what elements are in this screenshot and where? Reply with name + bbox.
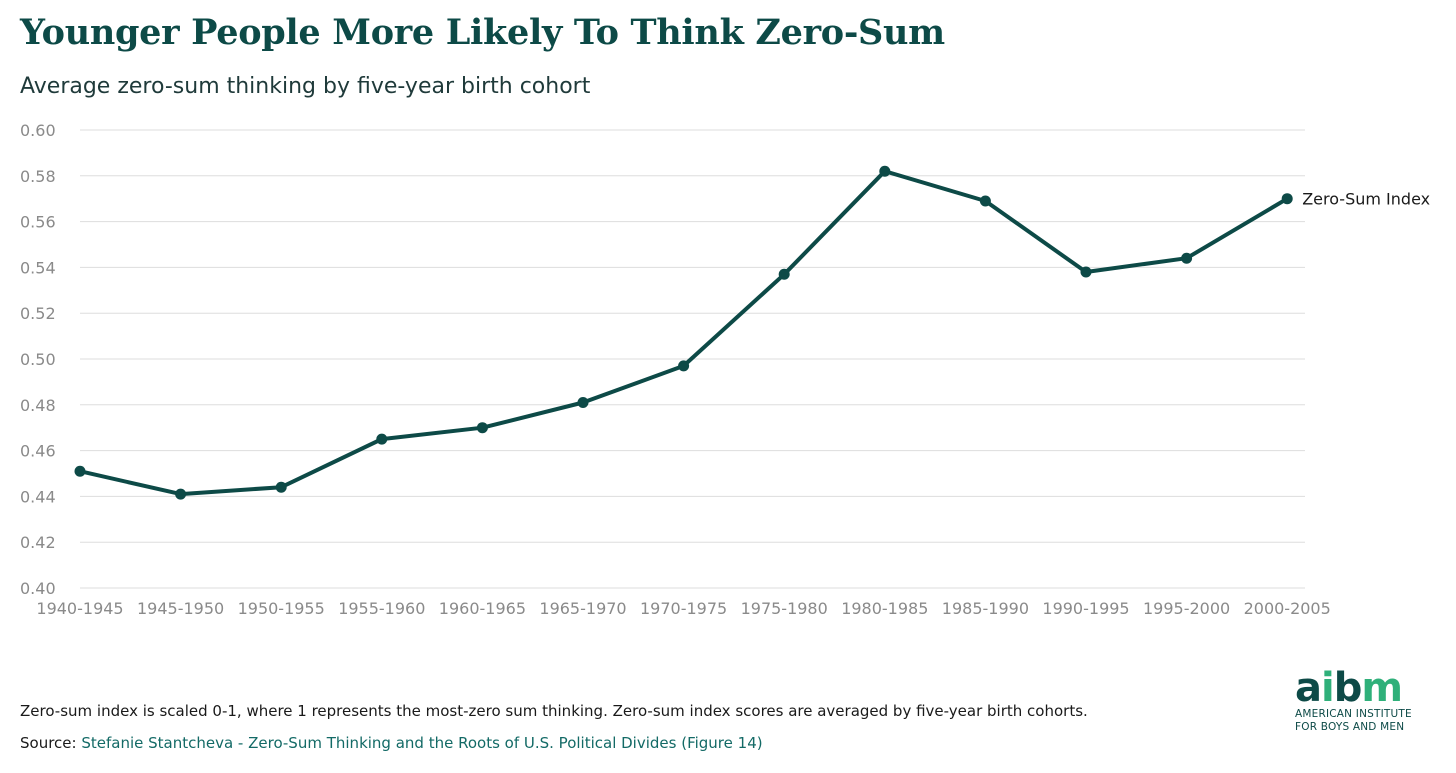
logo-letter-a: a bbox=[1295, 665, 1322, 711]
source-prefix: Source: bbox=[20, 734, 82, 752]
x-tick-label: 1955-1960 bbox=[338, 599, 425, 618]
data-point bbox=[175, 488, 187, 500]
y-tick-label: 0.54 bbox=[20, 258, 56, 277]
y-tick-label: 0.60 bbox=[20, 121, 56, 140]
data-point bbox=[678, 360, 690, 372]
x-tick-label: 1990-1995 bbox=[1042, 599, 1129, 618]
y-tick-label: 0.40 bbox=[20, 579, 56, 598]
line-chart: 0.40 0.42 0.44 0.46 0.48 0.50 0.52 0.54 0.56 0.58… bbox=[20, 121, 1430, 618]
data-point bbox=[979, 195, 991, 207]
x-tick-label: 1970-1975 bbox=[640, 599, 727, 618]
logo-letter-i: i bbox=[1321, 665, 1335, 711]
data-point bbox=[1181, 252, 1193, 264]
logo-tagline-2: FOR BOYS AND MEN bbox=[1295, 721, 1405, 733]
footnote: Zero-sum index is scaled 0-1, where 1 re… bbox=[20, 702, 1088, 720]
data-point bbox=[476, 422, 488, 434]
x-tick-label: 1985-1990 bbox=[942, 599, 1029, 618]
source-line: Source: Stefanie Stantcheva - Zero-Sum T… bbox=[20, 734, 763, 752]
data-point bbox=[74, 465, 86, 477]
x-tick-label: 1960-1965 bbox=[439, 599, 526, 618]
x-tick-label: 1965-1970 bbox=[539, 599, 626, 618]
y-tick-label: 0.44 bbox=[20, 487, 56, 506]
y-tick-label: 0.56 bbox=[20, 213, 56, 232]
data-point bbox=[879, 165, 891, 177]
chart-subtitle: Average zero-sum thinking by five-year b… bbox=[20, 74, 591, 99]
x-tick-label: 1945-1950 bbox=[137, 599, 224, 618]
x-tick-label: 2000-2005 bbox=[1244, 599, 1331, 618]
data-point bbox=[577, 397, 589, 409]
y-tick-label: 0.48 bbox=[20, 396, 56, 415]
y-tick-label: 0.50 bbox=[20, 350, 56, 369]
logo-letter-b: b bbox=[1333, 665, 1363, 711]
x-tick-label: 1995-2000 bbox=[1143, 599, 1230, 618]
y-tick-label: 0.52 bbox=[20, 304, 56, 323]
x-tick-label: 1950-1955 bbox=[238, 599, 325, 618]
data-point bbox=[1281, 193, 1293, 205]
source-link[interactable]: Stefanie Stantcheva - Zero-Sum Thinking … bbox=[81, 734, 763, 752]
logo-letter-m: m bbox=[1361, 665, 1403, 711]
y-tick-label: 0.42 bbox=[20, 533, 56, 552]
data-point bbox=[778, 268, 790, 280]
y-tick-label: 0.58 bbox=[20, 167, 56, 186]
x-tick-label: 1980-1985 bbox=[841, 599, 928, 618]
series-label: Zero-Sum Index bbox=[1302, 190, 1430, 209]
y-tick-label: 0.46 bbox=[20, 442, 56, 461]
series-line bbox=[78, 169, 1290, 497]
data-point bbox=[275, 481, 287, 493]
data-point bbox=[1080, 266, 1092, 278]
logo-tagline-1: AMERICAN INSTITUTE bbox=[1295, 708, 1412, 720]
chart-title: Younger People More Likely To Think Zero… bbox=[20, 12, 945, 53]
x-tick-label: 1940-1945 bbox=[36, 599, 123, 618]
data-point bbox=[376, 433, 388, 445]
logo-wordmark: aibm bbox=[1295, 668, 1445, 708]
x-tick-label: 1975-1980 bbox=[741, 599, 828, 618]
aibm-logo: aibm AMERICAN INSTITUTE FOR BOYS AND MEN bbox=[1295, 668, 1445, 734]
